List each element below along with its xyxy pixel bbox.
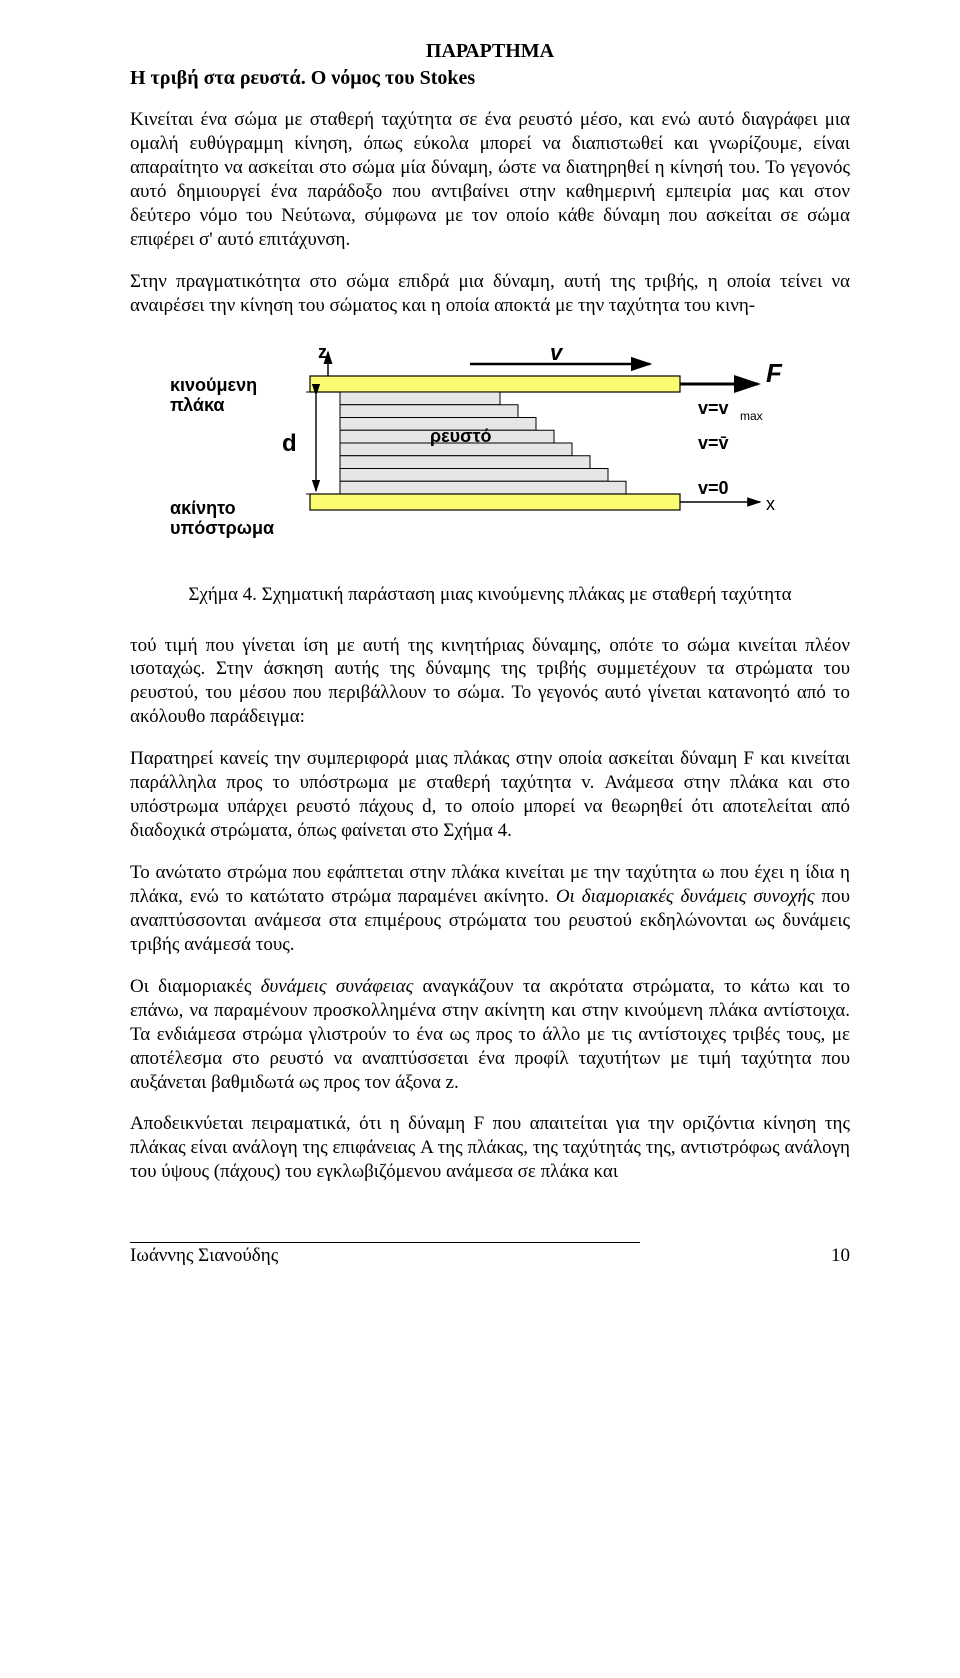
paragraph-7: Αποδεικνύεται πειραματικά, ότι η δύναμη … bbox=[130, 1112, 850, 1184]
footer-author: Ιωάννης Σιανούδης bbox=[130, 1245, 278, 1267]
paragraph-2: Στην πραγματικότητα στο σώμα επιδρά μια … bbox=[130, 270, 850, 318]
svg-text:v=v̄: v=v̄ bbox=[698, 433, 729, 453]
svg-text:πλάκα: πλάκα bbox=[170, 395, 224, 415]
p5-part-b: Οι διαμοριακές δυνάμεις συνοχής bbox=[556, 886, 822, 907]
svg-text:z: z bbox=[318, 346, 327, 362]
paragraph-5: Το ανώτατο στρώμα που εφάπτεται στην πλά… bbox=[130, 861, 850, 957]
svg-text:x: x bbox=[766, 494, 775, 514]
page-footer: Ιωάννης Σιανούδης 10 bbox=[130, 1242, 850, 1267]
figure-4: z d κινούμενηπλάκα ακίνητουπόστρωμα ρευστό v F… bbox=[130, 346, 850, 606]
svg-text:v=v: v=v bbox=[698, 398, 729, 418]
figure-svg: z d κινούμενηπλάκα ακίνητουπόστρωμα ρευστό v F… bbox=[170, 346, 810, 556]
paragraph-4: Παρατηρεί κανείς την συμπεριφορά μιας πλ… bbox=[130, 747, 850, 843]
svg-text:F: F bbox=[766, 358, 783, 388]
appendix-title: ΠΑΡΑΡΤΗΜΑ bbox=[130, 40, 850, 63]
svg-text:v: v bbox=[550, 346, 564, 365]
figure-caption: Σχήμα 4. Σχηματική παράσταση μιας κινούμ… bbox=[130, 584, 850, 606]
svg-text:ρευστό: ρευστό bbox=[430, 426, 492, 446]
svg-text:ακίνητο: ακίνητο bbox=[170, 498, 236, 518]
p6-part-b: δυνάμεις συνάφειας bbox=[261, 976, 423, 997]
svg-text:max: max bbox=[740, 409, 763, 423]
section-heading: Η τριβή στα ρευστά. Ο νόμος του Stokes bbox=[130, 67, 850, 90]
paragraph-1: Κινείται ένα σώμα με σταθερή ταχύτητα σε… bbox=[130, 108, 850, 252]
svg-text:υπόστρωμα: υπόστρωμα bbox=[170, 518, 274, 538]
footer-page-number: 10 bbox=[831, 1245, 850, 1267]
svg-text:d: d bbox=[282, 430, 297, 457]
paragraph-3: τού τιμή που γίνεται ίση με αυτή της κιν… bbox=[130, 634, 850, 730]
svg-text:κινούμενη: κινούμενη bbox=[170, 375, 257, 395]
svg-text:v=0: v=0 bbox=[698, 478, 729, 498]
paragraph-6: Οι διαμοριακές δυνάμεις συνάφειας αναγκά… bbox=[130, 975, 850, 1095]
document-page: ΠΑΡΑΡΤΗΜΑ Η τριβή στα ρευστά. Ο νόμος το… bbox=[0, 0, 960, 1678]
p6-part-a: Οι διαμοριακές bbox=[130, 976, 261, 997]
footer-rule bbox=[130, 1242, 640, 1243]
